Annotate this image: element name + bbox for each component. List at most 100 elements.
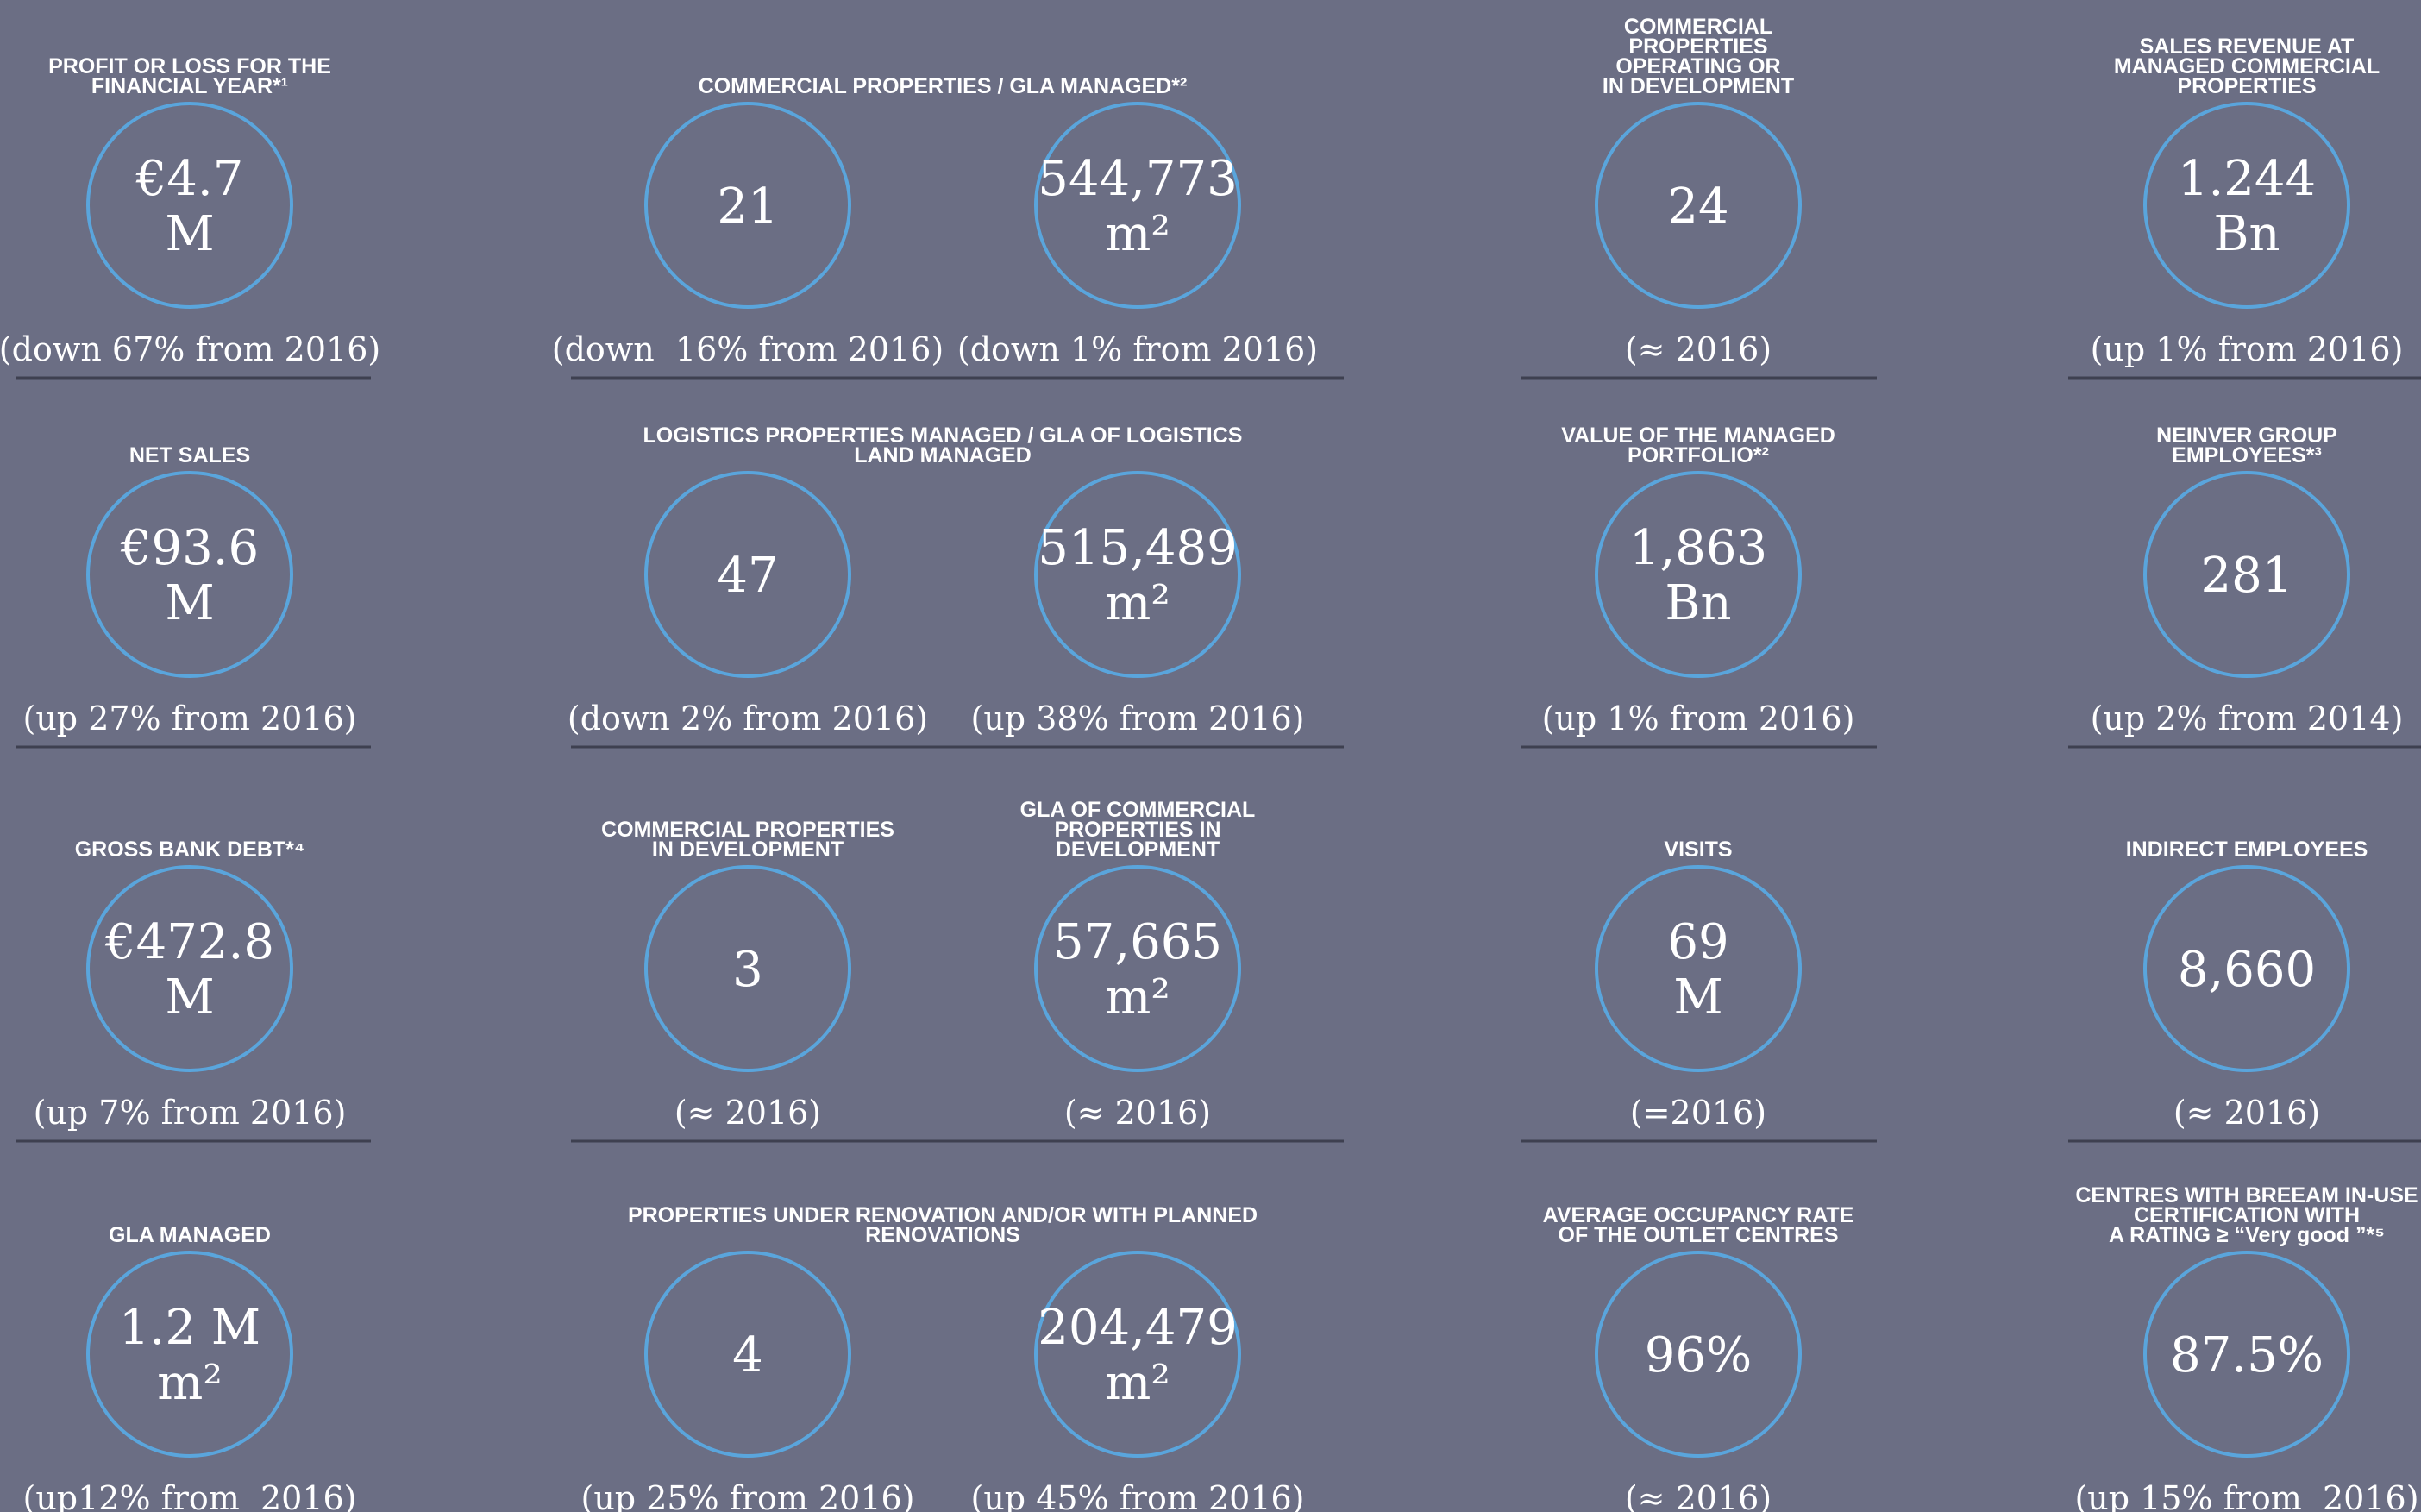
kpi-change: (up 25% from 2016) bbox=[581, 1479, 915, 1512]
kpi-title: COMMERCIAL bbox=[1624, 15, 1772, 39]
kpi-title: GLA OF COMMERCIAL bbox=[1020, 798, 1256, 822]
kpi-title: COMMERCIAL PROPERTIES bbox=[601, 818, 894, 842]
kpi-title: FINANCIAL YEAR*¹ bbox=[91, 74, 288, 98]
kpi-title: CERTIFICATION WITH bbox=[2134, 1203, 2360, 1227]
kpi-circle bbox=[86, 471, 293, 678]
kpi-value: 96% bbox=[1645, 1327, 1752, 1383]
kpi-title: EMPLOYEES*³ bbox=[2172, 443, 2322, 467]
kpi-change: (down 67% from 2016) bbox=[0, 330, 380, 368]
kpi-value: m² bbox=[157, 1355, 223, 1411]
kpi-title: PROPERTIES IN bbox=[1054, 818, 1220, 842]
kpi-circle bbox=[1034, 471, 1241, 678]
kpi-circle bbox=[1034, 1251, 1241, 1458]
kpi-circle bbox=[1595, 102, 1802, 309]
kpi-title: MANAGED COMMERCIAL bbox=[2114, 54, 2380, 78]
kpi-value: €4.7 bbox=[135, 151, 244, 207]
kpi-change: (≈ 2016) bbox=[1625, 330, 1772, 368]
kpi-value: 4 bbox=[732, 1327, 763, 1383]
kpi-value: 69 bbox=[1667, 914, 1728, 970]
kpi-value: €472.8 bbox=[104, 914, 274, 970]
kpi-value: 515,489 bbox=[1038, 520, 1238, 576]
kpi-title: INDIRECT EMPLOYEES bbox=[2126, 838, 2368, 862]
kpi-circle bbox=[1595, 865, 1802, 1072]
kpi-title: PORTFOLIO*² bbox=[1628, 443, 1769, 467]
kpi-value: 47 bbox=[717, 548, 778, 604]
kpi-circle bbox=[644, 865, 851, 1072]
kpi-change: (up 1% from 2016) bbox=[1542, 700, 1855, 737]
kpi-value: 8,660 bbox=[2178, 942, 2316, 998]
kpi-title: AVERAGE OCCUPANCY RATE bbox=[1543, 1203, 1854, 1227]
kpi-title: A RATING ≥ “Very good ”*⁵ bbox=[2109, 1223, 2385, 1247]
kpi-circle bbox=[1034, 865, 1241, 1072]
kpi-title: GROSS BANK DEBT*⁴ bbox=[75, 838, 305, 862]
kpi-value: M bbox=[1673, 969, 1722, 1026]
kpi-value: M bbox=[165, 575, 214, 631]
kpi-value: 21 bbox=[717, 179, 778, 235]
kpi-circle bbox=[644, 1251, 851, 1458]
kpi-change: (down 16% from 2016) bbox=[552, 330, 944, 368]
kpi-change: (up 27% from 2016) bbox=[23, 700, 357, 737]
kpi-title: LAND MANAGED bbox=[854, 443, 1032, 467]
kpi-value: 1.2 M bbox=[119, 1300, 260, 1356]
kpi-change: (≈ 2016) bbox=[1064, 1094, 1211, 1132]
kpi-value: M bbox=[165, 969, 214, 1026]
kpi-title: PROPERTIES bbox=[1628, 35, 1767, 59]
kpi-value: m² bbox=[1105, 1355, 1170, 1411]
kpi-title: OPERATING OR bbox=[1615, 54, 1780, 78]
kpi-change: (down 2% from 2016) bbox=[568, 700, 928, 737]
kpi-title: VALUE OF THE MANAGED bbox=[1561, 423, 1835, 448]
kpi-change: (up 38% from 2016) bbox=[971, 700, 1305, 737]
kpi-title: IN DEVELOPMENT bbox=[1603, 74, 1794, 98]
kpi-change: (≈ 2016) bbox=[2173, 1094, 2320, 1132]
kpi-value: Bn bbox=[2213, 206, 2280, 262]
kpi-circle bbox=[2143, 865, 2350, 1072]
kpi-value: m² bbox=[1105, 206, 1170, 262]
kpi-title: OF THE OUTLET CENTRES bbox=[1559, 1223, 1839, 1247]
kpi-value: 1.244 bbox=[2178, 151, 2316, 207]
kpi-value: 87.5% bbox=[2170, 1327, 2324, 1383]
kpi-value: 1,863 bbox=[1629, 520, 1767, 576]
kpi-value: 57,665 bbox=[1053, 914, 1222, 970]
kpi-value: 544,773 bbox=[1038, 151, 1238, 207]
kpi-value: 281 bbox=[2201, 548, 2293, 604]
kpi-value: M bbox=[165, 206, 214, 262]
kpi-circle bbox=[86, 102, 293, 309]
kpi-circle bbox=[1595, 1251, 1802, 1458]
kpi-title: IN DEVELOPMENT bbox=[652, 838, 844, 862]
kpi-change: (up12% from 2016) bbox=[23, 1479, 357, 1512]
kpi-circle bbox=[2143, 471, 2350, 678]
kpi-circle bbox=[86, 1251, 293, 1458]
kpi-circle bbox=[644, 471, 851, 678]
kpi-title: LOGISTICS PROPERTIES MANAGED / GLA OF LO… bbox=[643, 423, 1243, 448]
kpi-change: (up 45% from 2016) bbox=[971, 1479, 1305, 1512]
kpi-change: (≈ 2016) bbox=[1625, 1479, 1772, 1512]
kpi-title: SALES REVENUE AT bbox=[2140, 35, 2355, 59]
kpi-circle bbox=[644, 102, 851, 309]
kpi-title: PROPERTIES bbox=[2177, 74, 2316, 98]
kpi-circle bbox=[86, 865, 293, 1072]
kpi-value: Bn bbox=[1665, 575, 1731, 631]
kpi-title: PROPERTIES UNDER RENOVATION AND/OR WITH … bbox=[628, 1203, 1258, 1227]
kpi-change: (down 1% from 2016) bbox=[957, 330, 1318, 368]
kpi-circle bbox=[1595, 471, 1802, 678]
kpi-title: GLA MANAGED bbox=[109, 1223, 271, 1247]
kpi-value: 3 bbox=[732, 942, 763, 998]
kpi-title: VISITS bbox=[1664, 838, 1732, 862]
kpi-title: COMMERCIAL PROPERTIES / GLA MANAGED*² bbox=[699, 74, 1188, 98]
kpi-circle bbox=[2143, 102, 2350, 309]
kpi-title: PROFIT OR LOSS FOR THE bbox=[48, 54, 331, 78]
kpi-title: NEINVER GROUP bbox=[2156, 423, 2337, 448]
kpi-change: (=2016) bbox=[1630, 1094, 1766, 1132]
kpi-title: RENOVATIONS bbox=[865, 1223, 1020, 1247]
kpi-title: NET SALES bbox=[129, 443, 250, 467]
kpi-value: €93.6 bbox=[120, 520, 259, 576]
kpi-value: 204,479 bbox=[1038, 1300, 1238, 1356]
kpi-change: (up 7% from 2016) bbox=[34, 1094, 347, 1132]
kpi-title: CENTRES WITH BREEAM IN-USE bbox=[2075, 1183, 2418, 1208]
kpi-change: (up 1% from 2016) bbox=[2091, 330, 2404, 368]
kpi-change: (up 2% from 2014) bbox=[2091, 700, 2404, 737]
kpi-change: (≈ 2016) bbox=[674, 1094, 821, 1132]
kpi-circle bbox=[1034, 102, 1241, 309]
kpi-circle bbox=[2143, 1251, 2350, 1458]
